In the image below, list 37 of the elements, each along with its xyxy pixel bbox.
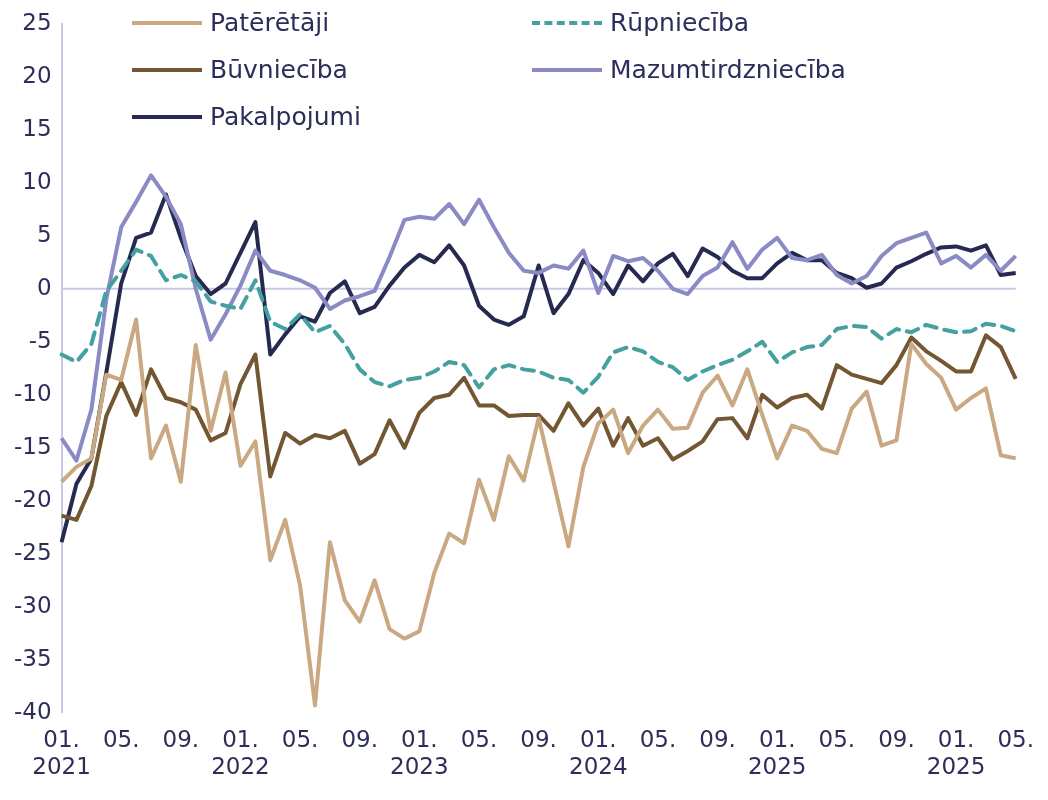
line-series (59, 247, 1018, 395)
x-tick-label: 09. (162, 725, 200, 752)
x-tick-label: 01. 2025 (747, 725, 807, 780)
x-tick-label: 05. (102, 725, 140, 752)
y-tick-label: 10 (22, 167, 52, 194)
x-tick-label: 01. 2025 (926, 725, 986, 780)
x-tick-label: 05. (460, 725, 498, 752)
y-tick-label: 5 (36, 220, 52, 247)
x-tick-label: 01. 2022 (211, 725, 270, 780)
x-tick-label: 09. (520, 725, 557, 752)
x-tick-label: 05. (639, 725, 677, 752)
y-tick-label: -30 (13, 591, 52, 618)
x-tick-label: 09. (699, 725, 736, 752)
x-tick-label: 01. 2021 (32, 725, 91, 780)
legend-label: Pakalpojumi (210, 102, 361, 131)
y-tick-label: 15 (22, 114, 52, 141)
y-tick-label: -10 (13, 379, 52, 406)
x-tick-label: 05. (281, 725, 319, 752)
x-tick-label: 05. (997, 725, 1034, 752)
x-tick-label: 01. 2024 (569, 725, 628, 780)
legend-label: Mazumtirdzniecība (610, 55, 846, 84)
y-tick-label: -35 (13, 644, 52, 671)
legend-label: Būvniecība (210, 55, 348, 84)
x-tick-label: 05. (818, 725, 856, 752)
y-tick-label: 0 (36, 273, 52, 300)
legend-label: Rūpniecība (610, 8, 750, 37)
y-tick-label: -25 (13, 538, 52, 565)
x-tick-label: 01. 2023 (390, 725, 449, 780)
legend-label: Patērētāji (210, 8, 330, 37)
y-tick-label: -5 (28, 326, 52, 353)
x-tick-label: 09. (878, 725, 915, 752)
y-tick-label: 25 (22, 8, 52, 35)
y-tick-label: -15 (13, 432, 52, 459)
y-tick-label: 20 (22, 61, 52, 88)
x-tick-label: 09. (341, 725, 379, 752)
y-tick-label: -40 (13, 697, 52, 724)
y-tick-label: -20 (13, 485, 52, 512)
